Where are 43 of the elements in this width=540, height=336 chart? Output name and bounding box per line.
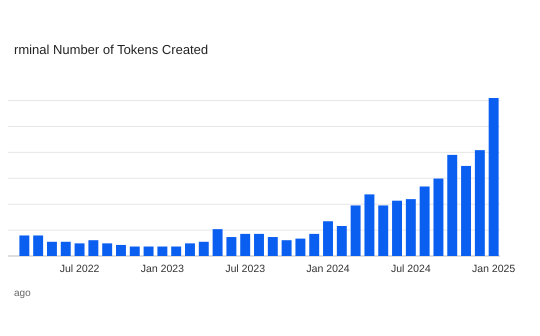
- bar: [102, 243, 112, 256]
- x-tick-label: Jan 2024: [306, 263, 350, 275]
- bar: [350, 205, 361, 256]
- bar: [60, 242, 71, 256]
- bar: [406, 199, 416, 256]
- x-tick-label: Jan 2025: [472, 263, 516, 275]
- x-tick-label: Jan 2023: [140, 263, 184, 275]
- x-tick-label: Jul 2022: [60, 263, 100, 275]
- bar: [461, 166, 472, 256]
- bar: [171, 246, 182, 256]
- bar: [19, 235, 30, 256]
- bar: [130, 246, 140, 256]
- bar: [488, 98, 499, 256]
- chart-title: rminal Number of Tokens Created: [14, 42, 208, 57]
- bar: [447, 154, 458, 256]
- bar: [433, 178, 444, 256]
- bar: [323, 221, 333, 256]
- bar: [157, 246, 168, 256]
- bar: [364, 194, 374, 256]
- x-tick-label: Jul 2023: [225, 263, 266, 275]
- bar: [474, 150, 485, 256]
- bar: [144, 246, 154, 256]
- bar: [392, 200, 402, 256]
- bar: [88, 240, 98, 256]
- bar: [240, 234, 250, 256]
- bar: [212, 229, 223, 256]
- bar: [254, 234, 264, 256]
- bar: [33, 235, 44, 256]
- bar: [185, 243, 195, 256]
- bar: [74, 243, 85, 256]
- text: ago: [14, 288, 32, 299]
- bar: [309, 234, 320, 256]
- x-tick-label: Jul 2024: [390, 263, 431, 275]
- bar: [46, 242, 57, 256]
- bar: [336, 226, 347, 256]
- bar: [295, 238, 306, 256]
- bar: [378, 205, 388, 256]
- bar: [420, 186, 430, 256]
- bar: [226, 237, 236, 256]
- bar: [116, 244, 126, 256]
- bar: [268, 237, 278, 256]
- bar: [198, 242, 209, 256]
- bar: [282, 240, 292, 256]
